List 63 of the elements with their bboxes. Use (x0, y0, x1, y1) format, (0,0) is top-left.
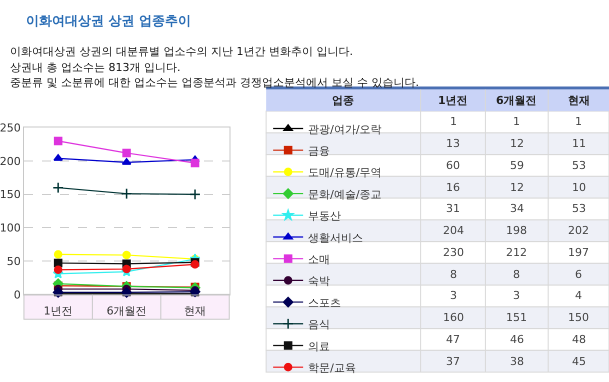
legend-label: 의료 (308, 340, 330, 353)
data-label: 11 (572, 137, 586, 150)
legend-label: 관광/여가/오락 (308, 122, 382, 136)
legend-label: 생활서비스 (308, 231, 364, 244)
data-label: 160 (443, 311, 464, 324)
legend-label: 도매/유통/무역 (308, 166, 382, 180)
data-label: 1 (575, 115, 582, 128)
data-label: 150 (568, 311, 589, 324)
data-label: 12 (510, 181, 524, 194)
data-label: 16 (446, 181, 460, 194)
legend-label: 금융 (308, 144, 330, 158)
y-tick-label: 250 (0, 122, 21, 135)
x-tick-label: 현재 (184, 304, 206, 318)
data-label: 59 (510, 159, 524, 172)
data-label: 10 (572, 181, 586, 194)
data-label: 3 (513, 289, 520, 302)
data-label: 45 (572, 355, 586, 368)
chart-subtitle: 이화여대상권 상권의 대분류별 업소수의 지난 1년간 변화추이 입니다. 상권내 총 업소수는 813개 입니다. 중분류 및 소분류에 대한 업소수는 업종분석과 경쟁업소분석에서 보실 수 있습니다. (10, 45, 419, 89)
data-label: 8 (450, 268, 457, 281)
data-label: 38 (510, 355, 524, 368)
x-tick-label: 1년전 (44, 304, 73, 318)
legend-label: 스포츠 (308, 296, 342, 310)
data-label: 53 (572, 159, 586, 172)
x-tick-label: 6개월전 (106, 304, 147, 318)
data-label: 12 (510, 137, 524, 150)
data-label: 31 (446, 202, 460, 215)
data-label: 212 (506, 246, 527, 259)
legend-label: 소매 (308, 252, 330, 266)
y-tick-label: 150 (0, 188, 21, 202)
y-tick-label: 200 (0, 154, 21, 168)
data-label: 1 (513, 115, 520, 128)
y-tick-label: 50 (6, 254, 21, 268)
data-label: 46 (510, 333, 524, 346)
data-label: 6 (575, 268, 582, 281)
y-tick-label: 100 (0, 222, 21, 235)
data-label: 4 (575, 289, 582, 302)
data-label: 47 (446, 333, 460, 346)
data-label: 198 (506, 224, 527, 237)
y-tick-label: 0 (14, 288, 21, 302)
legend-label: 음식 (308, 318, 330, 332)
data-label: 53 (572, 202, 586, 215)
data-label: 202 (568, 224, 589, 237)
data-label: 60 (446, 159, 460, 172)
legend-label: 문화/예술/종교 (308, 188, 382, 201)
data-label: 204 (443, 224, 464, 237)
data-label: 34 (510, 202, 524, 215)
data-label: 13 (446, 137, 460, 150)
category-label: 1년전 (438, 94, 468, 107)
legend-label: 숙박 (308, 274, 330, 288)
data-label: 230 (443, 246, 464, 259)
legend-title: 업종 (332, 94, 354, 107)
data-label: 151 (506, 311, 527, 324)
category-label: 6개월전 (496, 94, 537, 107)
legend-label: 학문/교육 (308, 361, 356, 374)
category-label: 현재 (568, 94, 590, 107)
chart-title: 이화여대상권 상권 업종추이 (26, 14, 192, 29)
data-label: 197 (568, 246, 589, 259)
data-label: 37 (446, 355, 460, 368)
data-label: 48 (572, 333, 586, 346)
data-label: 3 (450, 289, 457, 302)
data-label: 8 (513, 268, 520, 281)
data-label: 1 (450, 115, 457, 128)
legend-label: 부동산 (308, 210, 342, 223)
